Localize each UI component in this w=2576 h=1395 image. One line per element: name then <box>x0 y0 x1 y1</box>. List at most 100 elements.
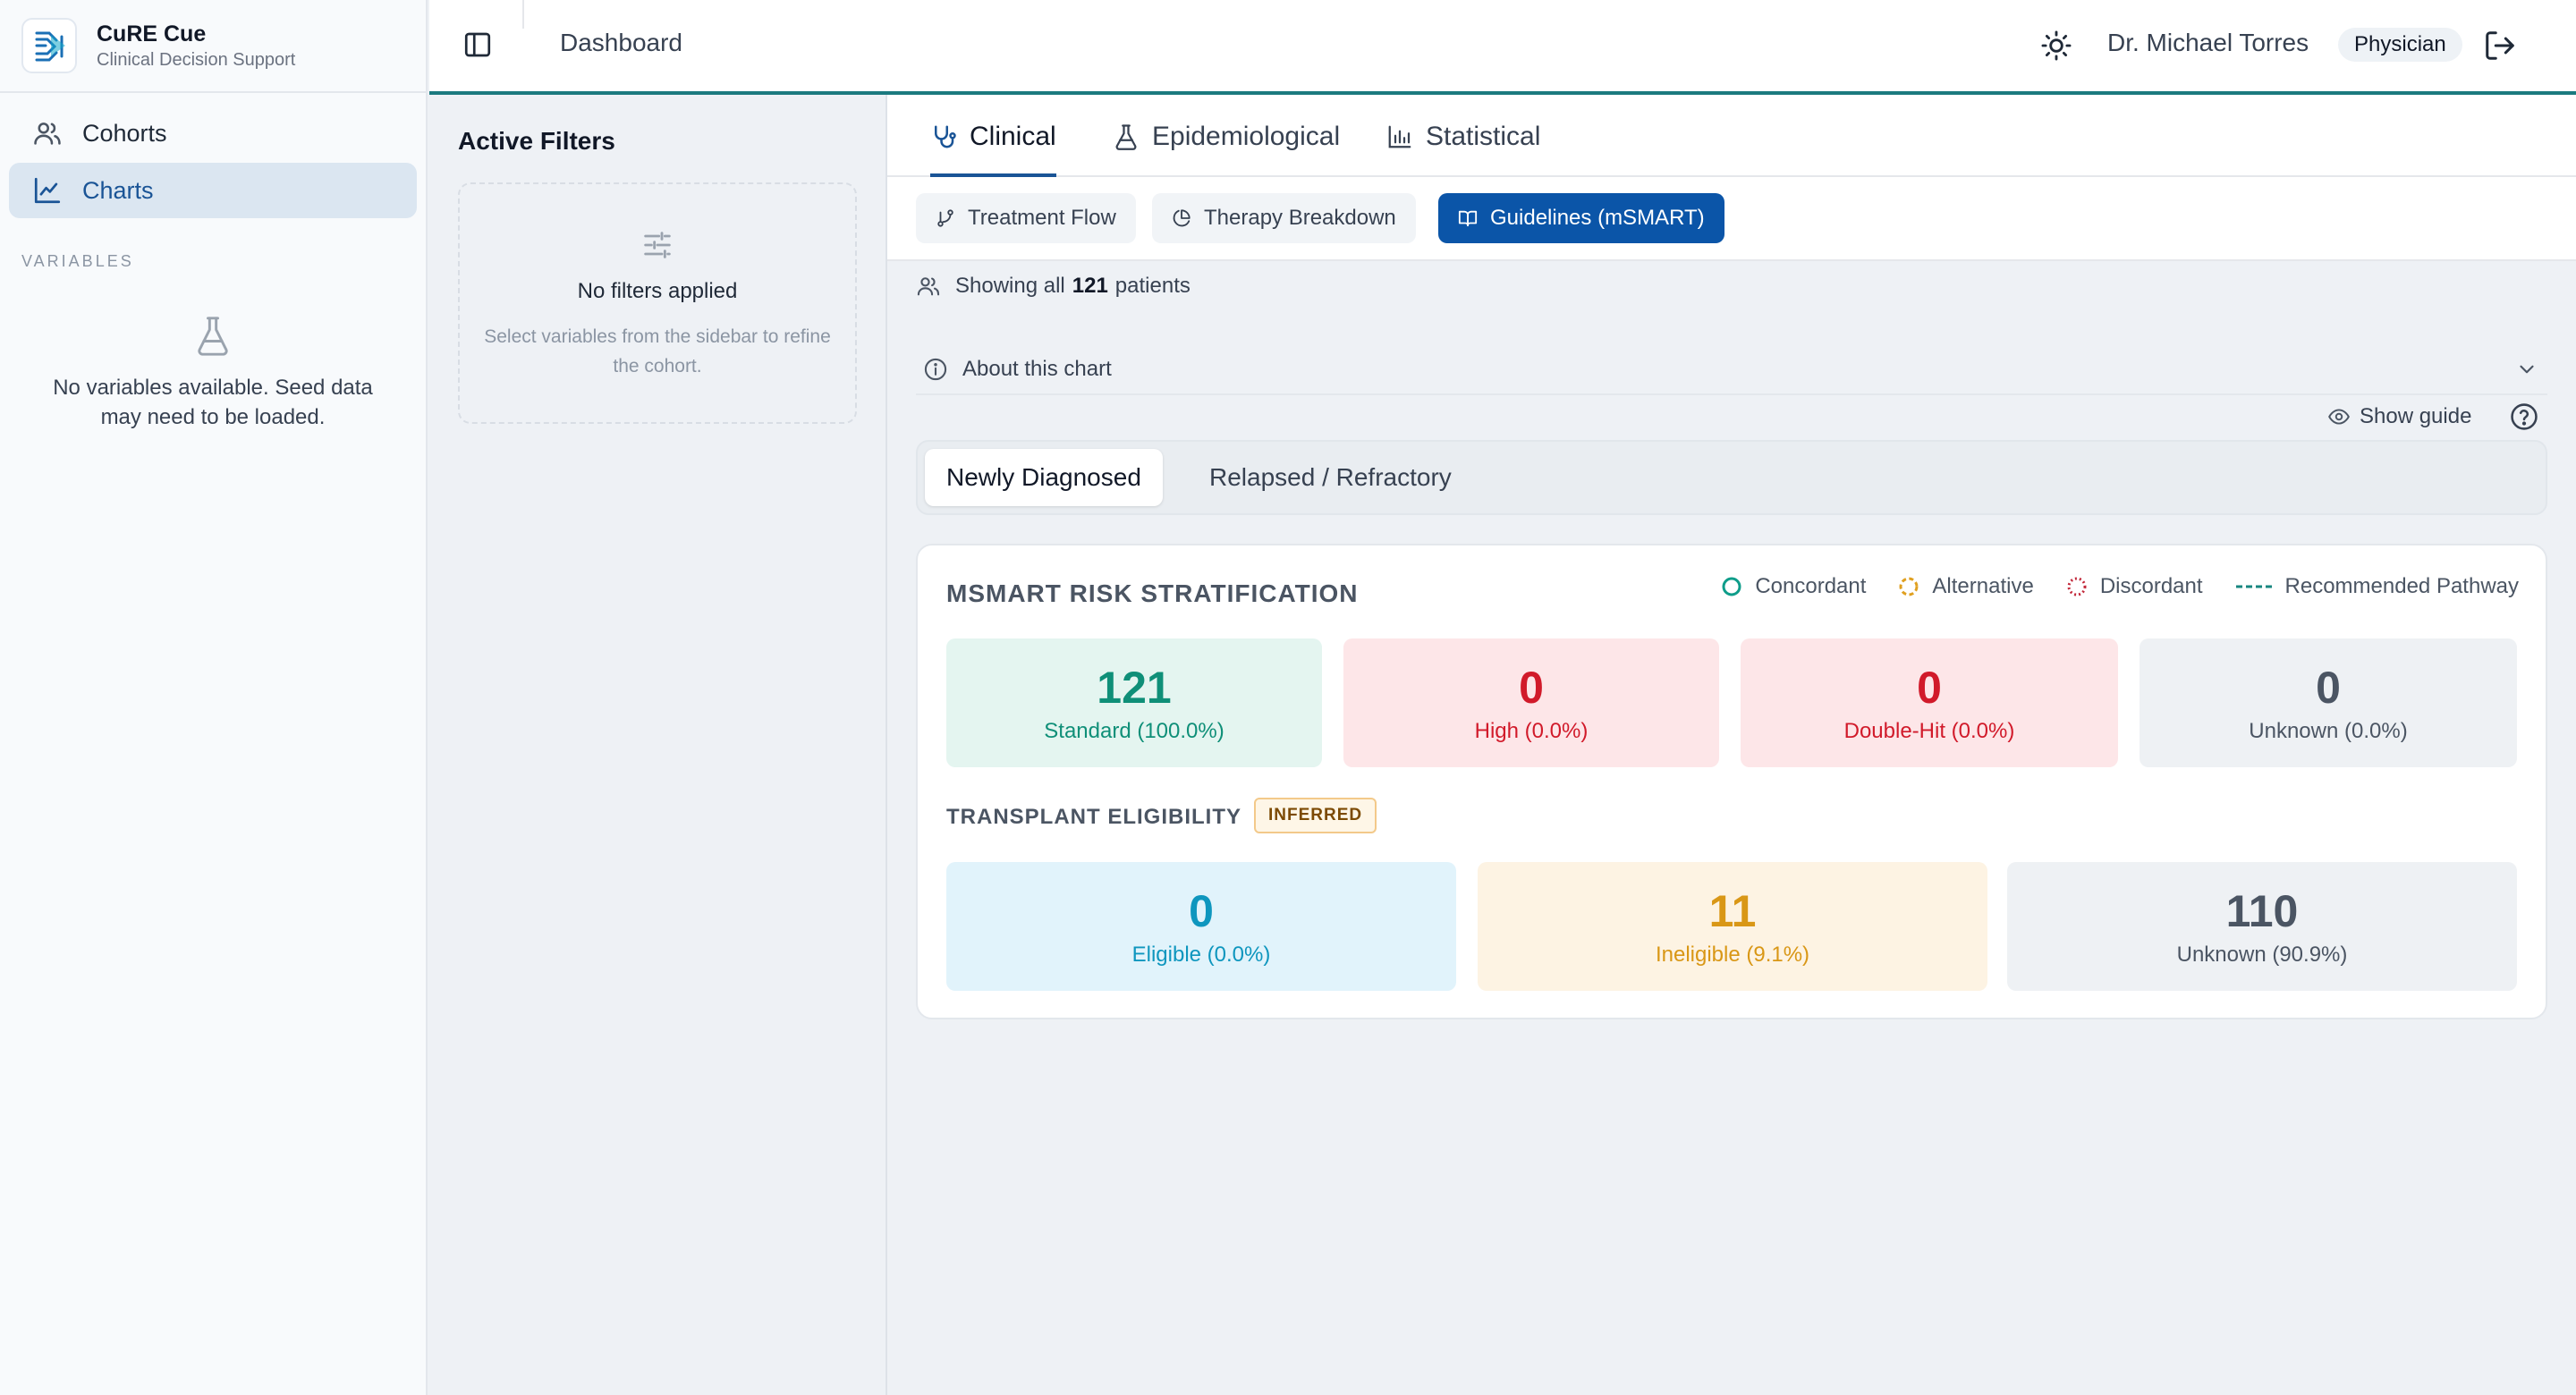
sidebar-item-label: Charts <box>82 176 154 204</box>
variables-empty-message: No variables available. Seed data may ne… <box>53 376 373 429</box>
about-chart-label: About this chart <box>962 357 1112 381</box>
cohort-suffix: patients <box>1114 274 1191 298</box>
chevron-down-icon <box>2520 365 2534 374</box>
users-icon <box>34 123 61 145</box>
main-content: Clinical Epidemiological Statistical Tre… <box>887 95 2576 1395</box>
chart-legend: Concordant Alternative Discordant Recomm… <box>1689 574 2519 599</box>
tab-statistical[interactable]: Statistical <box>1386 122 1540 177</box>
transplant-tile-ineligible: 11 Ineligible (9.1%) <box>1478 862 1987 991</box>
tab-epidemiological[interactable]: Epidemiological <box>1113 122 1340 177</box>
risk-value: 0 <box>1519 663 1544 713</box>
risk-value: 0 <box>1917 663 1942 713</box>
transplant-eligibility-title: TRANSPLANT ELIGIBILITY <box>946 805 1241 829</box>
risk-tile-high: 0 High (0.0%) <box>1343 638 1719 767</box>
risk-label: High (0.0%) <box>1474 719 1589 743</box>
transplant-label: Eligible (0.0%) <box>1131 943 1271 967</box>
sidebar-item-cohorts[interactable]: Cohorts <box>9 106 417 161</box>
variables-section-label: VARIABLES <box>21 252 134 270</box>
stethoscope-icon <box>935 125 956 148</box>
transplant-tile-eligible: 0 Eligible (0.0%) <box>946 862 1456 991</box>
bar-chart-icon <box>1388 125 1411 148</box>
risk-label: Standard (100.0%) <box>1044 719 1224 743</box>
tab-label: Clinical <box>970 122 1056 151</box>
legend-alternative: Alternative <box>1898 574 2034 599</box>
line-chart-icon <box>34 177 61 204</box>
cohort-count: Showing all 121 patients <box>916 266 1191 306</box>
cohort-prefix: Showing all <box>955 274 1065 298</box>
book-icon <box>1458 210 1478 227</box>
sidebar: CuRE Cue Clinical Decision Support Cohor… <box>0 0 428 1395</box>
diagnosis-segment-control: Newly Diagnosed Relapsed / Refractory <box>916 440 2547 515</box>
help-button[interactable] <box>2503 395 2546 438</box>
about-chart-toggle[interactable]: About this chart <box>916 345 2547 395</box>
subtab-label: Treatment Flow <box>968 206 1116 230</box>
risk-card-title: MSMART RISK STRATIFICATION <box>946 579 1359 607</box>
legend-label: Concordant <box>1755 574 1867 598</box>
legend-label: Discordant <box>2099 574 2203 598</box>
users-icon <box>917 277 940 296</box>
show-guide-label: Show guide <box>2360 404 2472 428</box>
sun-icon <box>2041 30 2072 61</box>
sidebar-toggle-icon <box>464 32 491 57</box>
tab-clinical[interactable]: Clinical <box>930 122 1056 177</box>
sidebar-item-label: Cohorts <box>82 119 167 147</box>
transplant-value: 110 <box>2225 886 2299 936</box>
subtab-guidelines-msmart[interactable]: Guidelines (mSMART) <box>1438 193 1724 243</box>
risk-tile-unknown: 0 Unknown (0.0%) <box>2140 638 2517 767</box>
tab-label: Statistical <box>1426 122 1541 151</box>
transplant-value: 11 <box>1708 886 1757 936</box>
toggle-sidebar-button[interactable] <box>462 29 494 61</box>
risk-value: 0 <box>2316 663 2341 713</box>
risk-label: Unknown (0.0%) <box>2249 719 2408 743</box>
chart-subtabs: Treatment Flow Therapy Breakdown Guideli… <box>887 177 2576 261</box>
transplant-label: Ineligible (9.1%) <box>1655 943 1810 967</box>
legend-label: Alternative <box>1932 574 2034 598</box>
pie-chart-icon <box>1173 209 1191 227</box>
help-circle-icon <box>2511 403 2538 430</box>
sliders-icon <box>644 232 671 258</box>
solid-circle-icon <box>1722 577 1741 596</box>
page-title: Dashboard <box>560 29 682 56</box>
cure-cue-logo[interactable] <box>21 18 77 73</box>
segment-relapsed-refractory[interactable]: Relapsed / Refractory <box>1209 463 1452 491</box>
subtab-label: Therapy Breakdown <box>1204 206 1396 230</box>
theme-toggle-button[interactable] <box>2039 29 2073 63</box>
legend-recommended-pathway: Recommended Pathway <box>2235 574 2519 599</box>
risk-tile-double-hit: 0 Double-Hit (0.0%) <box>1741 638 2118 767</box>
active-filters-title: Active Filters <box>458 127 615 155</box>
user-name: Dr. Michael Torres <box>2107 29 2309 56</box>
top-bar: Dashboard Dr. Michael Torres Physician <box>429 0 2576 95</box>
logout-button[interactable] <box>2483 29 2517 63</box>
sidebar-item-charts[interactable]: Charts <box>9 163 417 218</box>
legend-concordant: Concordant <box>1721 574 1866 599</box>
cohort-patient-count: 121 <box>1072 274 1108 298</box>
sidebar-nav: Cohorts Charts <box>0 93 426 218</box>
subtab-treatment-flow[interactable]: Treatment Flow <box>916 193 1136 243</box>
info-icon <box>924 358 947 381</box>
filters-empty-state: No filters applied Select variables from… <box>458 182 857 424</box>
tab-label: Epidemiological <box>1152 122 1341 151</box>
transplant-tile-unknown: 110 Unknown (90.9%) <box>2007 862 2517 991</box>
eye-icon <box>2328 409 2350 425</box>
risk-tile-standard: 121 Standard (100.0%) <box>946 638 1322 767</box>
brand-header: CuRE Cue Clinical Decision Support <box>0 0 426 93</box>
risk-label: Double-Hit (0.0%) <box>1843 719 2015 743</box>
dashed-circle-icon <box>1899 577 1919 596</box>
segment-newly-diagnosed[interactable]: Newly Diagnosed <box>925 449 1163 506</box>
git-branch-icon <box>937 209 953 227</box>
variables-empty-state: No variables available. Seed data may ne… <box>0 314 426 432</box>
role-badge: Physician <box>2338 28 2462 62</box>
chart-category-tabs: Clinical Epidemiological Statistical <box>887 95 2576 177</box>
subtab-label: Guidelines (mSMART) <box>1490 206 1705 230</box>
app-name: CuRE Cue <box>97 21 207 46</box>
show-guide-button[interactable]: Show guide <box>2327 395 2471 438</box>
logout-icon <box>2486 31 2514 60</box>
no-filters-hint: Select variables from the sidebar to ref… <box>484 326 831 376</box>
msmart-risk-card: MSMART RISK STRATIFICATION Concordant Al… <box>916 544 2547 1019</box>
legend-label: Recommended Pathway <box>2284 574 2519 598</box>
transplant-value: 0 <box>1189 886 1214 936</box>
risk-value: 121 <box>1097 663 1172 713</box>
logo-mark-icon <box>35 31 65 62</box>
filter-panel: Active Filters No filters applied Select… <box>429 95 887 1395</box>
subtab-therapy-breakdown[interactable]: Therapy Breakdown <box>1152 193 1416 243</box>
